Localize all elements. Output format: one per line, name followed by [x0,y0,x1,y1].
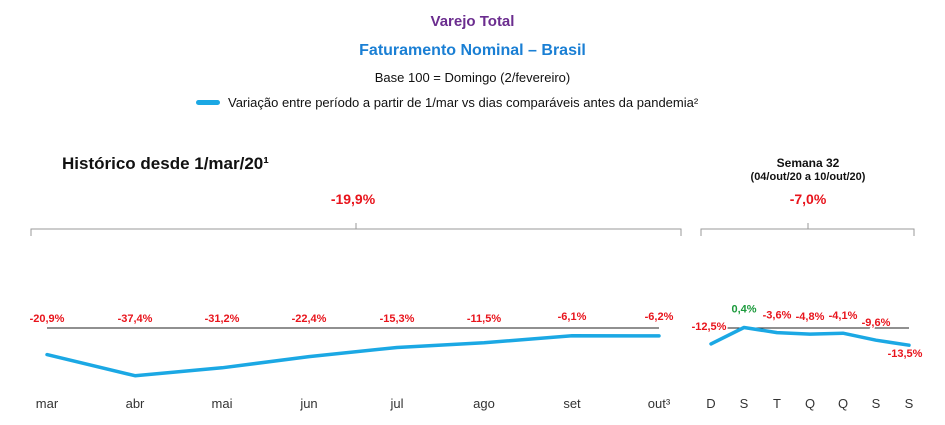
week-data-label: -12,5% [692,321,727,333]
week-tick-label: Q [805,396,815,411]
week-data-label: -9,6% [862,317,891,329]
history-tick-label: jul [389,396,403,411]
history-data-label: -37,4% [118,313,153,325]
history-tick-label: set [563,396,581,411]
history-tick-label: jun [299,396,317,411]
history-data-label: -6,2% [645,311,674,323]
week-tick-label: Q [838,396,848,411]
history-series-line [45,334,661,378]
legend: Variação entre período a partir de 1/mar… [196,95,698,110]
history-tick-label: abr [126,396,145,411]
base-note: Base 100 = Domingo (2/fevereiro) [374,70,571,85]
week-data-label: -13,5% [888,348,923,360]
week-data-label: -4,8% [796,311,825,323]
history-tick-label: mai [212,396,233,411]
week-data-label: -3,6% [763,310,792,322]
legend-swatch [196,100,220,105]
history-data-label: -6,1% [558,311,587,323]
chart-subtitle: Faturamento Nominal – Brasil [359,42,586,59]
history-tick-label: ago [473,396,495,411]
week-series-line [709,325,911,347]
history-data-label: -22,4% [292,313,327,325]
week-data-label: -4,1% [829,310,858,322]
history-data-label: -31,2% [205,313,240,325]
week-total-label: -7,0% [789,191,827,207]
history-tick-label: out³ [648,396,671,411]
history-data-label: -11,5% [467,313,501,325]
week-tick-label: S [740,396,749,411]
week-tick-label: S [872,396,881,411]
week-bracket [700,223,915,236]
history-tick-label: mar [36,396,59,411]
history-total-label: -19,9% [330,191,376,207]
legend-label: Variação entre período a partir de 1/mar… [228,95,699,110]
week-data-label: 0,4% [731,304,756,316]
week-panel-title: Semana 32 [776,156,840,170]
history-bracket [30,223,682,236]
week-tick-label: S [905,396,914,411]
history-data-label: -15,3% [380,313,415,325]
week-tick-label: D [706,396,715,411]
week-panel-range: (04/out/20 a 10/out/20) [750,171,866,183]
history-panel-title: Histórico desde 1/mar/20¹ [62,154,269,173]
week-tick-label: T [773,396,781,411]
chart-title: Varejo Total [430,13,515,30]
history-data-label: -20,9% [30,313,65,325]
